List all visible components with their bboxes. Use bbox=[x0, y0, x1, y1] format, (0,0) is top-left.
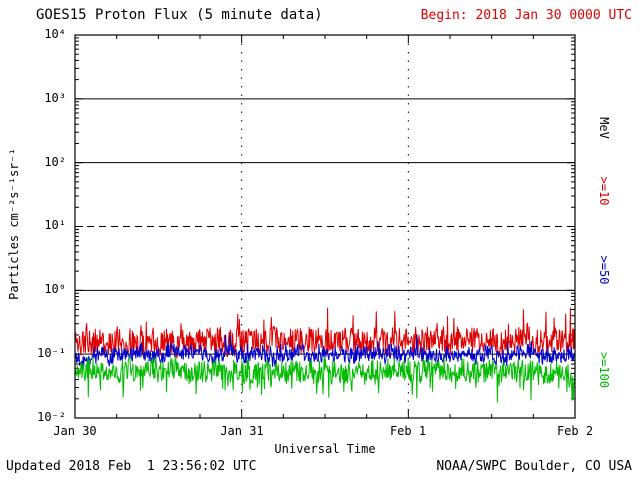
legend-ge50-label: >=50 bbox=[597, 255, 611, 285]
x-tick-feb2: Feb 2 bbox=[556, 424, 594, 438]
legend-ge100-label: >=100 bbox=[597, 351, 611, 389]
y-tick-1e-2: 10⁻² bbox=[37, 410, 66, 424]
y-tick-1e2: 10² bbox=[44, 155, 66, 169]
x-axis-title: Universal Time bbox=[274, 442, 376, 456]
x-tick-feb1: Feb 1 bbox=[389, 424, 427, 438]
y-tick-1e3: 10³ bbox=[44, 91, 66, 105]
x-tick-jan30: Jan 30 bbox=[53, 424, 97, 438]
y-tick-1e4: 10⁴ bbox=[44, 27, 66, 41]
y-tick-1e0: 10⁰ bbox=[44, 282, 66, 296]
y-tick-1e1: 10¹ bbox=[44, 218, 66, 232]
y-axis-title: Particles cm⁻²s⁻¹sr⁻¹ bbox=[7, 148, 21, 300]
source-credit: NOAA/SWPC Boulder, CO USA bbox=[436, 459, 632, 474]
y-tick-1e-1: 10⁻¹ bbox=[37, 346, 66, 360]
begin-label: Begin: 2018 Jan 30 0000 UTC bbox=[420, 8, 632, 23]
chart-title: GOES15 Proton Flux (5 minute data) bbox=[36, 7, 323, 23]
legend-ge10-label: >=10 bbox=[597, 176, 611, 206]
updated-timestamp: Updated 2018 Feb 1 23:56:02 UTC bbox=[6, 459, 257, 474]
x-tick-jan31: Jan 31 bbox=[220, 424, 264, 438]
